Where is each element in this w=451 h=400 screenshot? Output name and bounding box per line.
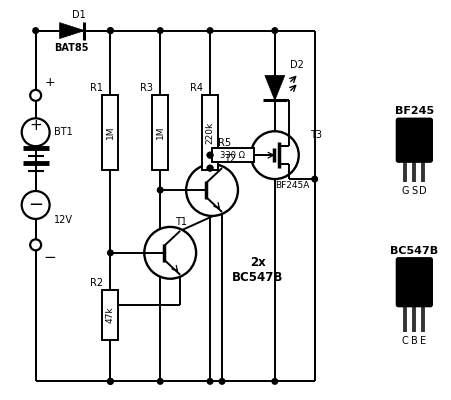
FancyBboxPatch shape	[396, 258, 431, 307]
Circle shape	[207, 152, 212, 158]
Text: R3: R3	[139, 83, 152, 93]
Circle shape	[107, 250, 113, 256]
Text: +: +	[29, 118, 42, 133]
Circle shape	[30, 239, 41, 250]
Text: B: B	[410, 336, 417, 346]
Text: R2: R2	[90, 278, 103, 288]
FancyBboxPatch shape	[102, 95, 118, 170]
Text: T3: T3	[309, 130, 321, 140]
Text: G: G	[401, 186, 408, 196]
Text: BC547B: BC547B	[389, 246, 437, 256]
Circle shape	[107, 28, 113, 33]
Text: E: E	[419, 336, 425, 346]
Text: −: −	[43, 250, 56, 265]
Text: 47k: 47k	[106, 306, 115, 323]
Polygon shape	[264, 76, 284, 100]
Circle shape	[30, 90, 41, 101]
Circle shape	[157, 187, 163, 193]
Circle shape	[107, 378, 113, 384]
Circle shape	[272, 378, 277, 384]
Circle shape	[157, 378, 163, 384]
Circle shape	[207, 28, 212, 33]
FancyBboxPatch shape	[212, 148, 253, 162]
Text: BF245A: BF245A	[275, 180, 309, 190]
Circle shape	[207, 165, 212, 171]
Text: C: C	[401, 336, 408, 346]
Circle shape	[207, 165, 212, 171]
Text: T2: T2	[224, 154, 235, 164]
Circle shape	[186, 164, 237, 216]
Circle shape	[22, 118, 50, 146]
Polygon shape	[60, 23, 84, 38]
Text: D1: D1	[71, 10, 85, 20]
FancyBboxPatch shape	[396, 118, 431, 162]
Circle shape	[207, 152, 212, 158]
Text: D2: D2	[289, 60, 303, 70]
Text: T1: T1	[175, 217, 187, 227]
Text: R5: R5	[218, 138, 231, 148]
Text: 12V: 12V	[54, 215, 73, 225]
Circle shape	[272, 28, 277, 33]
Circle shape	[33, 28, 38, 33]
FancyBboxPatch shape	[152, 95, 168, 170]
Circle shape	[207, 378, 212, 384]
Text: R1: R1	[90, 83, 103, 93]
Text: −: −	[28, 196, 43, 214]
FancyBboxPatch shape	[102, 290, 118, 340]
Text: R4: R4	[189, 83, 202, 93]
FancyBboxPatch shape	[202, 95, 217, 170]
Circle shape	[157, 28, 163, 33]
Text: 2x
BC547B: 2x BC547B	[232, 256, 283, 284]
Text: +: +	[44, 76, 55, 89]
Text: BT1: BT1	[54, 127, 72, 137]
Circle shape	[107, 28, 113, 33]
Circle shape	[107, 378, 113, 384]
Circle shape	[144, 227, 196, 279]
Circle shape	[311, 176, 317, 182]
Circle shape	[22, 191, 50, 219]
Text: 220k: 220k	[205, 122, 214, 144]
Circle shape	[219, 378, 224, 384]
Circle shape	[250, 131, 298, 179]
Text: 1M: 1M	[156, 126, 164, 140]
Text: BF245: BF245	[394, 106, 433, 116]
Text: BAT85: BAT85	[54, 42, 88, 52]
Text: S: S	[410, 186, 416, 196]
Text: D: D	[419, 186, 426, 196]
Text: 330 Ω: 330 Ω	[220, 151, 245, 160]
Text: 1M: 1M	[106, 126, 115, 140]
